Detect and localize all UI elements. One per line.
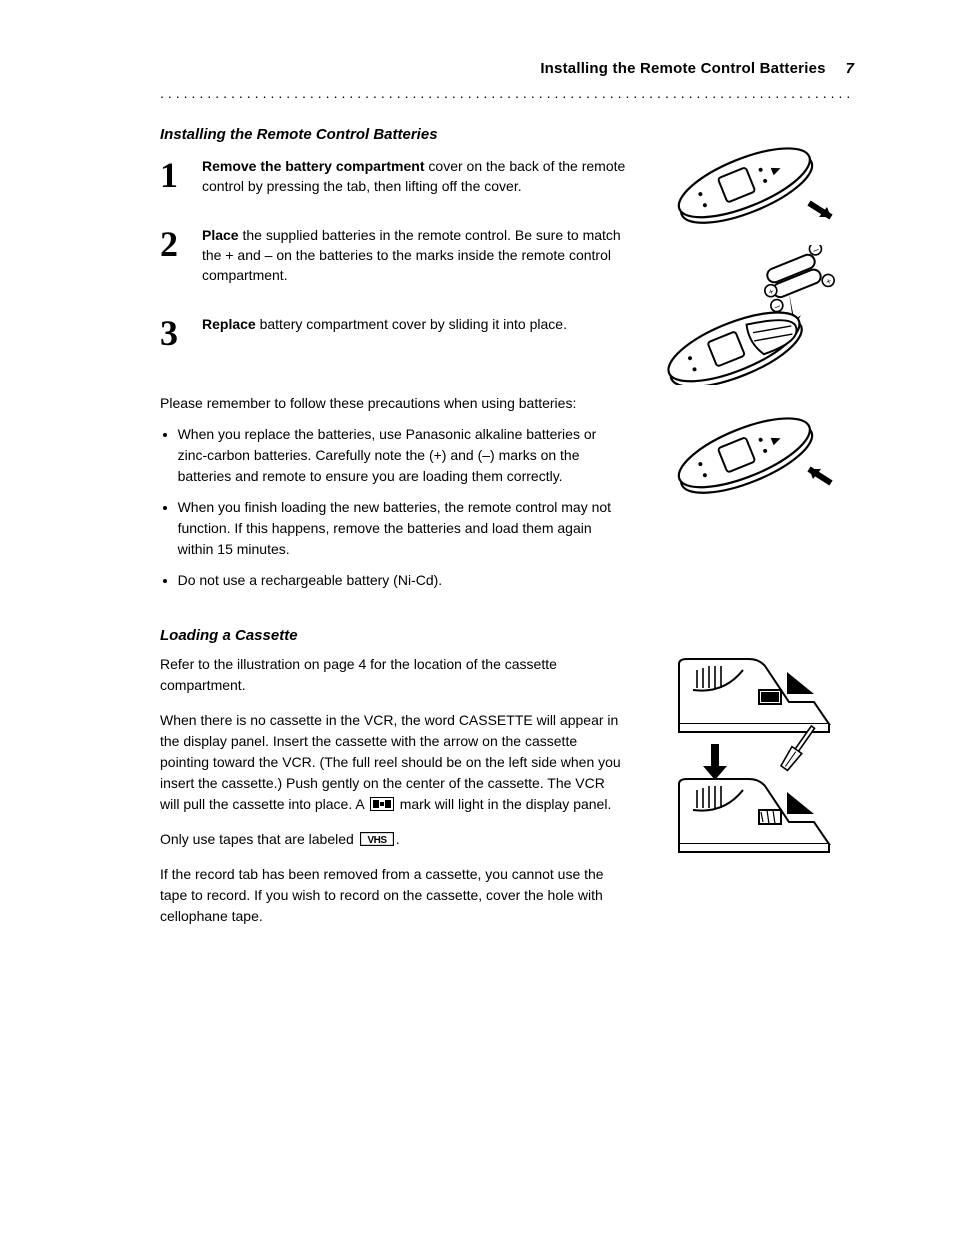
cassette-tab-illustration	[669, 654, 839, 854]
precaution-item: Do not use a rechargeable battery (Ni-Cd…	[178, 570, 626, 591]
divider-dots: ........................................…	[160, 85, 854, 101]
main-section: Installing the Remote Control Batteries …	[160, 125, 854, 601]
step-1: 1 Remove the battery compartment cover o…	[160, 157, 626, 196]
cassette-p4: If the record tab has been removed from …	[160, 864, 626, 927]
remote-step3-illustration	[669, 395, 839, 505]
step-2: 2 Place the supplied batteries in the re…	[160, 226, 626, 285]
precautions-lead: Please remember to follow these precauti…	[160, 393, 626, 414]
step-text: Place the supplied batteries in the remo…	[202, 226, 626, 285]
step-number: 2	[160, 226, 202, 262]
cassette-p1: Refer to the illustration on page 4 for …	[160, 654, 626, 696]
cassette-p3-pre: Only use tapes that are labeled	[160, 831, 354, 847]
page-header: Installing the Remote Control Batteries …	[160, 60, 854, 77]
precautions-list: When you replace the batteries, use Pana…	[178, 424, 626, 591]
cassette-p2: When there is no cassette in the VCR, th…	[160, 710, 626, 815]
section-heading: Installing the Remote Control Batteries	[160, 125, 626, 145]
page-title: Installing the Remote Control Batteries	[540, 60, 825, 77]
precaution-item: When you finish loading the new batterie…	[178, 497, 626, 560]
page-number: 7	[846, 60, 854, 77]
step-3: 3 Replace battery compartment cover by s…	[160, 315, 626, 351]
cassette-heading: Loading a Cassette	[160, 627, 854, 644]
cassette-body: Refer to the illustration on page 4 for …	[160, 654, 854, 941]
step-number: 1	[160, 157, 202, 193]
cassette-icon	[370, 797, 394, 811]
cassette-p2-post: mark will light in the display panel.	[400, 796, 612, 812]
step-text: Replace battery compartment cover by sli…	[202, 315, 567, 335]
cassette-p3-post: .	[396, 831, 400, 847]
precaution-item: When you replace the batteries, use Pana…	[178, 424, 626, 487]
step-text: Remove the battery compartment cover on …	[202, 157, 626, 196]
text-column: Installing the Remote Control Batteries …	[160, 125, 654, 601]
page-root: Installing the Remote Control Batteries …	[0, 0, 954, 1235]
illustration-column: + – + –	[654, 125, 854, 601]
step-number: 3	[160, 315, 202, 351]
cassette-text: Refer to the illustration on page 4 for …	[160, 654, 654, 941]
cassette-section: Loading a Cassette Refer to the illustra…	[160, 627, 854, 941]
cassette-illustration-col	[654, 654, 854, 941]
remote-step2-illustration: + – + –	[659, 245, 849, 385]
precautions-block: Please remember to follow these precauti…	[160, 393, 626, 591]
svg-text:VHS: VHS	[367, 835, 387, 846]
remote-step1-illustration	[669, 125, 839, 235]
vhs-logo-icon: VHS	[360, 832, 394, 846]
cassette-p3: Only use tapes that are labeled VHS .	[160, 829, 626, 850]
